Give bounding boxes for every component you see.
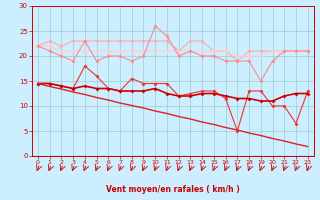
X-axis label: Vent moyen/en rafales ( km/h ): Vent moyen/en rafales ( km/h ) (106, 185, 240, 194)
